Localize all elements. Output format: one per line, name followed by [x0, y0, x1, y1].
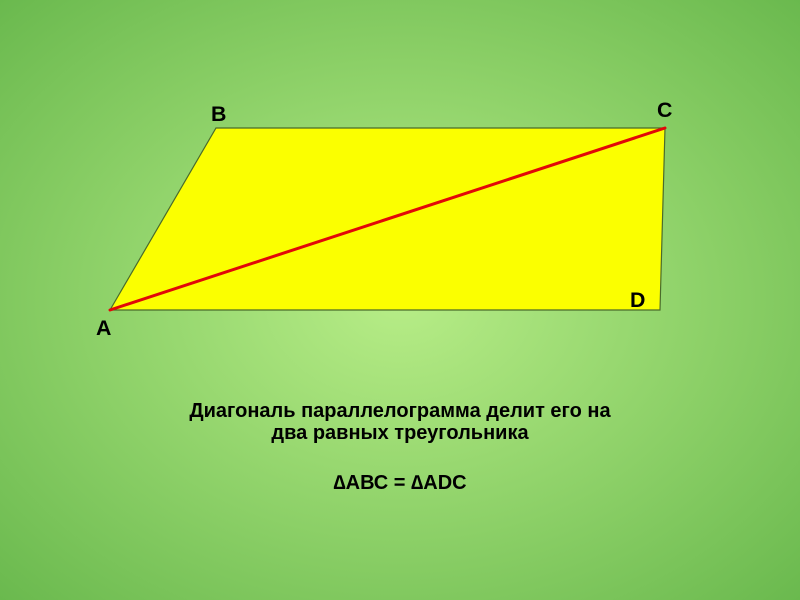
caption: Диагональ параллелограмма делит его на д…: [0, 400, 800, 494]
slide: А В С D Диагональ параллелограмма делит …: [0, 0, 800, 600]
vertex-label-c: С: [657, 98, 672, 123]
equation-suffix: С: [452, 472, 466, 494]
vertex-label-b: В: [211, 102, 226, 127]
caption-equation: ∆АВС = ∆АDС: [0, 472, 800, 494]
caption-line-1: Диагональ параллелограмма делит его на: [0, 400, 800, 422]
vertex-label-a: А: [96, 316, 111, 341]
equation-mid: D: [438, 472, 452, 494]
caption-line-2: два равных треугольника: [0, 422, 800, 444]
diagram-svg: [0, 0, 800, 600]
equation-prefix: ∆АВС = ∆А: [333, 472, 437, 494]
vertex-label-d: D: [630, 288, 645, 313]
